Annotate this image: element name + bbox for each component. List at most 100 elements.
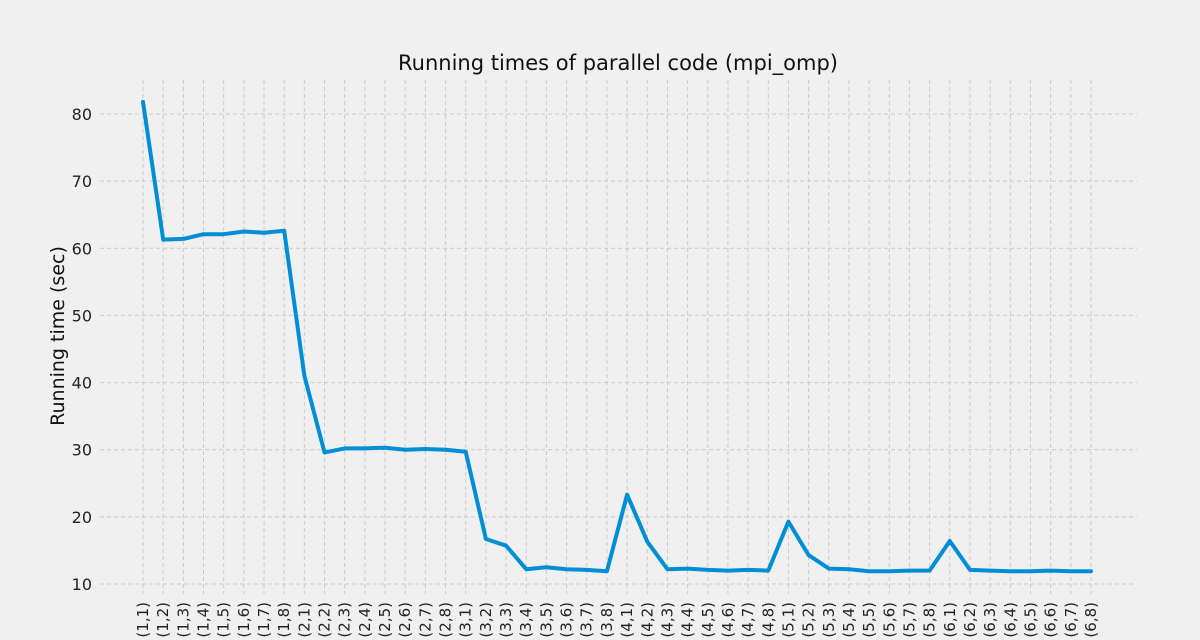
- data-point: [565, 567, 569, 571]
- x-tick-label: (5,7): [900, 602, 918, 638]
- grid-lines: [100, 80, 1137, 594]
- x-axis-ticks: (1,1) (1,2) (1,3) (1,4) (1,5) (1,6) (1,7) (1,8)…: [134, 602, 1100, 638]
- data-point: [242, 230, 246, 234]
- data-point: [343, 446, 347, 450]
- y-tick-label: 60: [72, 239, 92, 258]
- y-tick-label: 80: [72, 105, 92, 124]
- data-point: [928, 569, 932, 573]
- x-tick-label: (5,5): [860, 602, 878, 638]
- x-tick-label: (3,3): [497, 602, 515, 638]
- x-tick-label: (4,2): [638, 602, 656, 638]
- data-point: [161, 238, 165, 242]
- data-point: [383, 446, 387, 450]
- x-tick-label: (3,2): [477, 602, 495, 638]
- x-tick-label: (2,4): [356, 602, 374, 638]
- data-point: [585, 568, 589, 572]
- x-tick-label: (1,5): [215, 602, 233, 638]
- x-tick-label: (5,3): [820, 602, 838, 638]
- data-point: [484, 537, 488, 541]
- data-point: [403, 448, 407, 452]
- x-tick-label: (6,4): [1001, 602, 1019, 638]
- data-point: [706, 568, 710, 572]
- data-point: [645, 540, 649, 544]
- x-tick-label: (4,3): [658, 602, 676, 638]
- x-tick-label: (6,8): [1082, 602, 1100, 638]
- x-tick-label: (1,8): [275, 602, 293, 638]
- x-tick-label: (4,8): [759, 602, 777, 638]
- x-tick-label: (6,5): [1021, 602, 1039, 638]
- y-tick-label: 50: [72, 306, 92, 325]
- data-point: [907, 569, 911, 573]
- data-point: [625, 493, 629, 497]
- data-point: [504, 544, 508, 548]
- data-point: [1049, 569, 1053, 573]
- y-tick-label: 40: [72, 374, 92, 393]
- data-point: [988, 569, 992, 573]
- data-point: [605, 569, 609, 573]
- data-point: [968, 568, 972, 572]
- data-point: [887, 569, 891, 573]
- y-tick-label: 20: [72, 508, 92, 527]
- x-tick-label: (6,7): [1062, 602, 1080, 638]
- y-tick-label: 30: [72, 441, 92, 460]
- x-tick-label: (1,4): [195, 602, 213, 638]
- data-point: [363, 446, 367, 450]
- data-point: [786, 520, 790, 524]
- x-tick-label: (2,7): [416, 602, 434, 638]
- data-point: [444, 448, 448, 452]
- series-line: [141, 99, 1093, 574]
- data-point: [181, 237, 185, 241]
- x-tick-label: (4,7): [739, 602, 757, 638]
- x-tick-label: (5,6): [880, 602, 898, 638]
- x-tick-label: (3,1): [457, 602, 475, 638]
- x-tick-label: (4,6): [719, 602, 737, 638]
- x-tick-label: (5,8): [921, 602, 939, 638]
- x-tick-label: (2,1): [295, 602, 313, 638]
- x-tick-label: (2,5): [376, 602, 394, 638]
- data-point: [847, 567, 851, 571]
- x-tick-label: (6,3): [981, 602, 999, 638]
- y-tick-label: 70: [72, 172, 92, 191]
- x-tick-label: (2,6): [396, 602, 414, 638]
- x-tick-label: (1,2): [154, 602, 172, 638]
- x-tick-label: (1,7): [255, 602, 273, 638]
- data-point: [323, 450, 327, 454]
- data-point: [464, 450, 468, 454]
- x-tick-label: (1,3): [174, 602, 192, 638]
- x-tick-label: (3,8): [598, 602, 616, 638]
- chart-title: Running times of parallel code (mpi_omp): [398, 51, 838, 76]
- data-point: [766, 569, 770, 573]
- y-axis-ticks: 10 20 30 40 50 60 70 80: [72, 105, 92, 594]
- data-point: [282, 229, 286, 233]
- data-point: [726, 569, 730, 573]
- x-tick-label: (2,2): [316, 602, 334, 638]
- x-tick-label: (2,3): [336, 602, 354, 638]
- data-point: [423, 447, 427, 451]
- data-point: [202, 232, 206, 236]
- data-point: [1089, 569, 1093, 573]
- data-point: [262, 231, 266, 235]
- x-tick-label: (3,4): [517, 602, 535, 638]
- x-tick-label: (2,8): [437, 602, 455, 638]
- x-tick-label: (6,2): [961, 602, 979, 638]
- y-axis-label: Running time (sec): [47, 246, 69, 426]
- data-point: [948, 539, 952, 543]
- data-point: [544, 565, 548, 569]
- data-point: [1028, 569, 1032, 573]
- x-tick-label: (5,4): [840, 602, 858, 638]
- data-point: [686, 567, 690, 571]
- x-tick-label: (5,1): [779, 602, 797, 638]
- x-tick-label: (5,2): [800, 602, 818, 638]
- series-group: [141, 99, 1093, 574]
- x-tick-label: (1,6): [235, 602, 253, 638]
- x-tick-label: (3,6): [558, 602, 576, 638]
- data-point: [746, 568, 750, 572]
- data-point: [302, 374, 306, 378]
- x-tick-label: (4,5): [699, 602, 717, 638]
- data-point: [141, 100, 145, 104]
- data-point: [665, 567, 669, 571]
- x-tick-label: (6,1): [941, 602, 959, 638]
- x-tick-label: (6,6): [1042, 602, 1060, 638]
